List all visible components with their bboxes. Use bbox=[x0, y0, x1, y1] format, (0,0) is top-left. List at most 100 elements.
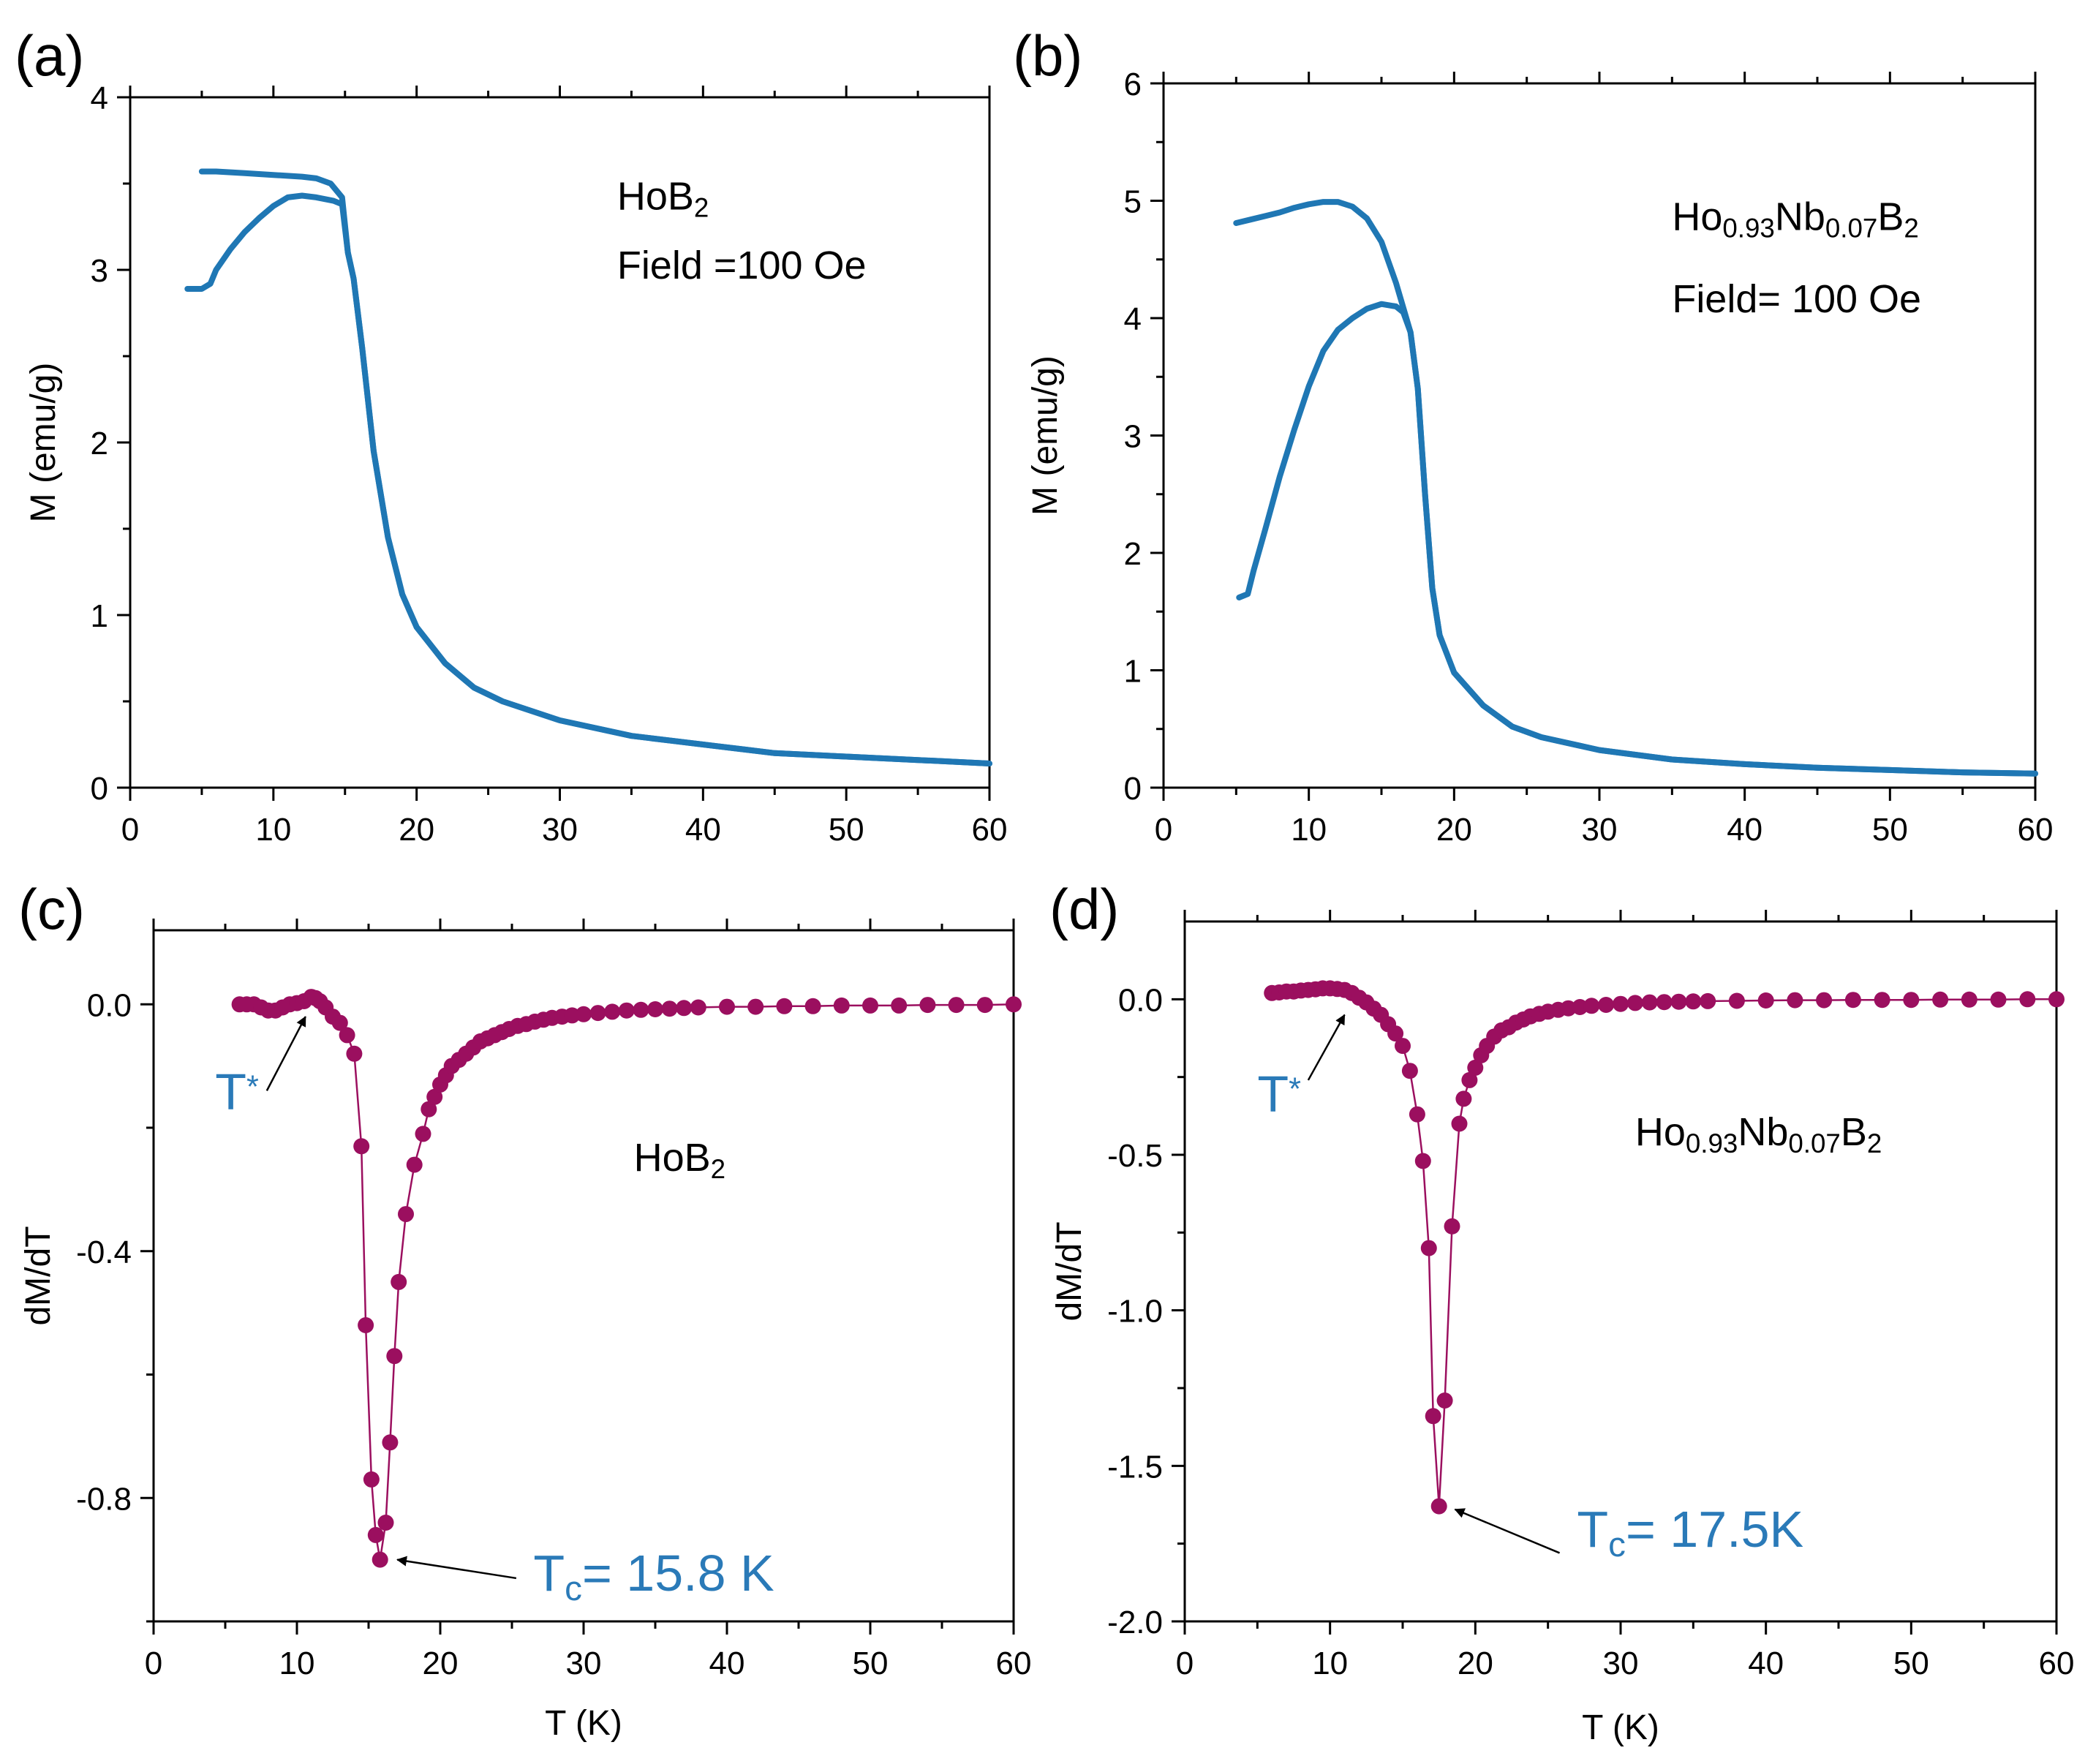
data-point bbox=[661, 1000, 678, 1017]
y-tick-label: 1 bbox=[1124, 654, 1142, 690]
y-tick-label: -2.0 bbox=[1107, 1605, 1163, 1640]
data-point bbox=[353, 1138, 370, 1155]
data-point bbox=[1430, 1498, 1447, 1515]
y-axis-title: M (emu/g) bbox=[24, 363, 63, 523]
data-point bbox=[358, 1317, 374, 1333]
data-point bbox=[690, 999, 706, 1016]
data-point bbox=[1444, 1218, 1460, 1235]
data-point bbox=[1626, 995, 1643, 1011]
plot-frame bbox=[1183, 920, 2058, 1623]
x-tick-label: 50 bbox=[1872, 812, 1908, 848]
panel-b: (b) 0 10 20 30 40 50 60 0 1 2 3 4 5 6 M (emu/g) Ho0.93Nb… bbox=[1013, 23, 2053, 848]
data-point bbox=[576, 1006, 592, 1022]
y-tick-label: 3 bbox=[1124, 419, 1142, 455]
data-point bbox=[1700, 992, 1716, 1009]
panel-label: (c) bbox=[18, 877, 85, 941]
data-point bbox=[719, 998, 735, 1015]
annotation-c-compound: HoB2 bbox=[634, 1136, 725, 1184]
data-point bbox=[1401, 1063, 1418, 1079]
data-point bbox=[1757, 992, 1774, 1009]
data-point bbox=[676, 1000, 693, 1017]
data-point bbox=[1395, 1038, 1411, 1055]
x-tick-label: 10 bbox=[1312, 1646, 1348, 1681]
data-point bbox=[1420, 1240, 1437, 1256]
data-point bbox=[363, 1471, 380, 1488]
y-tick-label: 5 bbox=[1124, 184, 1142, 220]
label-c-tc: Tc= 15.8 K bbox=[533, 1545, 774, 1608]
panel-label: (a) bbox=[15, 23, 84, 88]
x-tick-label: 30 bbox=[566, 1646, 602, 1681]
panel-a: (a) 0 10 20 30 40 50 60 0 1 2 3 4 M (emu/g) HoB2 Field … bbox=[15, 23, 1007, 848]
annotation-b-compound: Ho0.93Nb0.07B2 bbox=[1672, 195, 1918, 244]
label-d-tc: Tc= 17.5K bbox=[1577, 1501, 1803, 1564]
data-point bbox=[1560, 1000, 1577, 1017]
data-point bbox=[1572, 999, 1588, 1015]
data-point bbox=[1409, 1106, 1425, 1123]
data-point bbox=[919, 997, 936, 1014]
annotation-d-compound: Ho0.93Nb0.07B2 bbox=[1635, 1110, 1882, 1158]
x-tick-label: 50 bbox=[829, 812, 864, 848]
data-point bbox=[589, 1005, 606, 1022]
x-tick-label: 40 bbox=[709, 1646, 745, 1681]
arrow-d-tc bbox=[1454, 1508, 1561, 1554]
data-point bbox=[426, 1088, 443, 1105]
x-tick-label: 60 bbox=[972, 812, 1008, 848]
y-tick-label: 2 bbox=[1124, 536, 1142, 572]
data-point bbox=[1685, 993, 1702, 1010]
data-point bbox=[386, 1348, 403, 1365]
data-point bbox=[367, 1526, 384, 1543]
x-tick-label: 30 bbox=[1603, 1646, 1639, 1681]
x-tick-label: 50 bbox=[853, 1646, 889, 1681]
x-tick-label: 20 bbox=[1436, 812, 1472, 848]
data-point bbox=[633, 1001, 649, 1018]
data-point bbox=[747, 998, 764, 1015]
data-point bbox=[415, 1126, 431, 1142]
data-point bbox=[2019, 991, 2036, 1008]
data-point bbox=[862, 997, 878, 1014]
data-point bbox=[647, 1001, 663, 1017]
arrow-c-tstar bbox=[265, 1016, 306, 1091]
data-point bbox=[1844, 992, 1861, 1009]
data-point bbox=[1387, 1025, 1404, 1042]
x-tick-label: 0 bbox=[1155, 812, 1172, 848]
data-point bbox=[1990, 991, 2007, 1008]
x-tick-label: 10 bbox=[279, 1646, 315, 1681]
x-tick-label: 0 bbox=[1176, 1646, 1194, 1681]
plot-frame bbox=[129, 96, 991, 789]
data-point bbox=[776, 998, 793, 1014]
data-point bbox=[1006, 996, 1022, 1013]
series-fc bbox=[1233, 199, 2038, 777]
data-point bbox=[377, 1515, 394, 1531]
data-point bbox=[1583, 998, 1600, 1014]
y-axis-title: M (emu/g) bbox=[1026, 355, 1065, 516]
data-point bbox=[1874, 992, 1890, 1009]
y-tick-label: 0 bbox=[91, 771, 108, 807]
data-point bbox=[331, 1014, 348, 1031]
data-point bbox=[1903, 992, 1920, 1009]
y-tick-label: -1.5 bbox=[1107, 1449, 1163, 1485]
data-point bbox=[1728, 992, 1745, 1009]
data-point bbox=[2048, 991, 2065, 1008]
data-point bbox=[346, 1045, 363, 1062]
annotation-a-field: Field =100 Oe bbox=[617, 244, 867, 287]
data-point bbox=[1598, 997, 1615, 1013]
data-point bbox=[833, 997, 850, 1014]
x-tick-label: 20 bbox=[399, 812, 434, 848]
arrow-d-tstar bbox=[1307, 1014, 1346, 1081]
data-point bbox=[604, 1003, 621, 1020]
data-point bbox=[1461, 1071, 1478, 1088]
x-tick-label: 10 bbox=[1291, 812, 1327, 848]
y-tick-label: 1 bbox=[91, 598, 108, 634]
data-point bbox=[372, 1551, 388, 1568]
annotation-a-compound: HoB2 bbox=[617, 174, 709, 222]
data-point bbox=[948, 997, 965, 1014]
data-point bbox=[1656, 994, 1673, 1011]
data-point bbox=[406, 1156, 423, 1173]
panel-label: (b) bbox=[1013, 23, 1082, 88]
x-tick-label: 50 bbox=[1893, 1646, 1929, 1681]
data-point bbox=[339, 1027, 355, 1044]
plot-frame bbox=[152, 929, 1015, 1623]
label-d-tstar: T* bbox=[1257, 1065, 1301, 1122]
y-tick-label: -0.5 bbox=[1107, 1138, 1163, 1174]
